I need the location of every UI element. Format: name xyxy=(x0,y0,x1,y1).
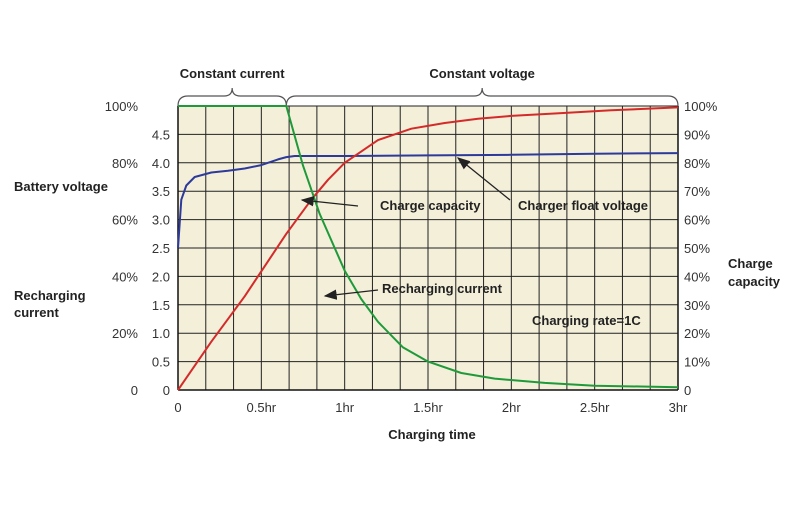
annotation-charging-rate: Charging rate=1C xyxy=(532,313,641,328)
x-tick-label: 1hr xyxy=(335,400,354,415)
series-line-charge-capacity xyxy=(177,106,679,391)
right-tick-label: 20% xyxy=(684,326,710,341)
x-tick-label: 2hr xyxy=(502,400,521,415)
capacity-axis-label: Charge capacity xyxy=(728,256,781,289)
annotation-arrows xyxy=(300,157,511,300)
phase-brace xyxy=(177,87,287,107)
current-axis-label: Recharging current xyxy=(14,288,89,320)
annotation-recharging-current: Recharging current xyxy=(382,281,503,296)
phase-label: Constant voltage xyxy=(429,66,534,81)
voltage-tick-label: 0.5 xyxy=(152,355,170,370)
annotation-float-voltage: Charger float voltage xyxy=(518,198,648,213)
right-tick-label: 0 xyxy=(684,383,691,398)
annotation-charge-capacity: Charge capacity xyxy=(380,198,481,213)
current-tick-label: 60% xyxy=(112,213,138,228)
current-tick-label: 0 xyxy=(131,383,138,398)
current-tick-label: 100% xyxy=(105,99,139,114)
phase-brace xyxy=(285,87,679,107)
voltage-tick-label: 2.0 xyxy=(152,269,170,284)
right-tick-label: 50% xyxy=(684,241,710,256)
arrow-float-voltage xyxy=(456,157,511,201)
phase-braces: Constant current Constant voltage xyxy=(177,66,679,107)
x-tick-label: 1.5hr xyxy=(413,400,443,415)
voltage-tick-label: 2.5 xyxy=(152,241,170,256)
current-tick-label: 40% xyxy=(112,269,138,284)
voltage-tick-label: 4.5 xyxy=(152,127,170,142)
capacity-axis-label-line1: Charge xyxy=(728,256,773,271)
x-tick-label: 0.5hr xyxy=(247,400,277,415)
right-tick-label: 100% xyxy=(684,99,718,114)
current-tick-label: 80% xyxy=(112,156,138,171)
capacity-axis-label-line2: capacity xyxy=(728,274,781,289)
x-tick-label: 2.5hr xyxy=(580,400,610,415)
series-lines xyxy=(177,105,679,391)
right-tick-label: 40% xyxy=(684,269,710,284)
phase-label: Constant current xyxy=(180,66,285,81)
right-tick-label: 80% xyxy=(684,156,710,171)
right-tick-label: 70% xyxy=(684,184,710,199)
arrow-recharging-current xyxy=(323,289,379,300)
right-tick-label: 30% xyxy=(684,298,710,313)
x-axis-label: Charging time xyxy=(388,427,475,442)
voltage-tick-label: 4.0 xyxy=(152,156,170,171)
right-tick-label: 10% xyxy=(684,355,710,370)
voltage-tick-label: 1.0 xyxy=(152,326,170,341)
current-axis-label-line2: current xyxy=(14,305,59,320)
current-tick-label: 20% xyxy=(112,326,138,341)
x-tick-label: 0 xyxy=(174,400,181,415)
voltage-tick-label: 1.5 xyxy=(152,298,170,313)
right-tick-label: 90% xyxy=(684,127,710,142)
series-line-recharging-current xyxy=(178,105,679,389)
tick-labels: 0 0.5hr 1hr 1.5hr 2hr 2.5hr 3hr 0 10% 20% 30% 40% 50… xyxy=(105,99,718,415)
x-tick-label: 3hr xyxy=(669,400,688,415)
voltage-tick-label: 3.0 xyxy=(152,213,170,228)
voltage-tick-label: 0 xyxy=(163,383,170,398)
right-tick-label: 60% xyxy=(684,213,710,228)
arrow-charge-capacity xyxy=(300,196,359,207)
voltage-tick-label: 3.5 xyxy=(152,184,170,199)
current-axis-label-line1: Recharging xyxy=(14,288,86,303)
series-line-charger-float-voltage xyxy=(177,152,679,249)
voltage-axis-label: Battery voltage xyxy=(14,179,108,194)
